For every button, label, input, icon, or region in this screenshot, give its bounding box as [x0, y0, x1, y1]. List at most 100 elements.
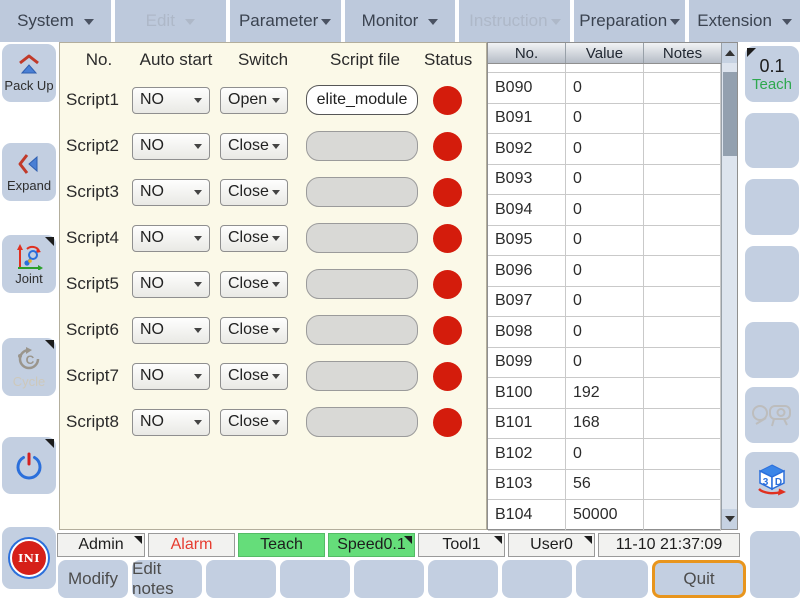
- table-row[interactable]: B104 50000: [488, 500, 737, 531]
- right-sidebar-button-blank-1[interactable]: [745, 113, 799, 168]
- bottom-button-blank-5[interactable]: [502, 560, 572, 598]
- var-value: 0: [566, 286, 644, 317]
- auto-start-select[interactable]: NO: [132, 132, 210, 160]
- table-row[interactable]: B090 0: [488, 73, 737, 104]
- scroll-up-arrow[interactable]: [722, 43, 737, 63]
- menu-preparation[interactable]: Preparation: [574, 0, 686, 42]
- expand-button[interactable]: Expand: [2, 143, 56, 201]
- bottom-button-blank-3[interactable]: [354, 560, 424, 598]
- switch-select[interactable]: Close: [220, 270, 288, 298]
- chevron-down-icon: [272, 281, 280, 287]
- header-value: Value: [566, 43, 644, 63]
- switch-value: Close: [228, 275, 269, 292]
- table-row[interactable]: B091 0: [488, 103, 737, 134]
- table-row[interactable]: B100 192: [488, 378, 737, 409]
- cube-3d-icon: 3 D: [758, 464, 786, 496]
- var-no: B094: [488, 195, 566, 226]
- right-sidebar-button-blank-2[interactable]: [745, 179, 799, 235]
- triangle-up-icon: [724, 50, 735, 56]
- quit-button[interactable]: Quit: [652, 560, 746, 598]
- modify-button[interactable]: Modify: [58, 560, 128, 598]
- var-no: B090: [488, 73, 566, 104]
- speed-teach-button[interactable]: 0.1 Teach: [745, 46, 799, 102]
- script-file-field[interactable]: elite_module: [306, 85, 418, 115]
- switch-select[interactable]: Close: [220, 316, 288, 344]
- var-notes: [644, 286, 721, 317]
- auto-start-select[interactable]: NO: [132, 362, 210, 390]
- scrollbar-thumb[interactable]: [723, 72, 737, 156]
- table-row[interactable]: B102 0: [488, 439, 737, 470]
- var-no: B091: [488, 103, 566, 134]
- switch-select[interactable]: Close: [220, 408, 288, 436]
- menu-monitor[interactable]: Monitor: [344, 0, 456, 42]
- table-row[interactable]: B103 56: [488, 469, 737, 500]
- cycle-mode-button: C Cycle: [2, 338, 56, 396]
- edit-notes-button[interactable]: Edit notes: [132, 559, 202, 598]
- right-sidebar-button-blank-3[interactable]: [745, 246, 799, 302]
- auto-start-select[interactable]: NO: [132, 408, 210, 436]
- bottom-button-blank-2[interactable]: [280, 560, 350, 598]
- table-row[interactable]: B092 0: [488, 134, 737, 165]
- right-sidebar-button-blank-4[interactable]: [745, 322, 799, 378]
- table-row[interactable]: B095 0: [488, 225, 737, 256]
- switch-select[interactable]: Close: [220, 132, 288, 160]
- scroll-down-arrow[interactable]: [722, 509, 737, 529]
- bottom-button-blank-6[interactable]: [576, 560, 648, 598]
- speed-label: Speed0.1: [337, 536, 406, 553]
- status-dot: [432, 407, 462, 437]
- user-frame-label: User0: [530, 536, 573, 553]
- table-row[interactable]: B098 0: [488, 317, 737, 348]
- user-frame-status[interactable]: User0: [508, 533, 595, 557]
- script-file-value: elite_module: [316, 91, 408, 108]
- table-row[interactable]: B093 0: [488, 164, 737, 195]
- speed-status[interactable]: Speed0.1: [328, 533, 415, 557]
- switch-select[interactable]: Close: [220, 178, 288, 206]
- auto-start-value: NO: [140, 91, 164, 108]
- bottom-button-blank-7[interactable]: [750, 531, 800, 598]
- mode-status: Teach: [238, 533, 325, 557]
- menu-system[interactable]: System: [0, 0, 111, 42]
- auto-start-select[interactable]: NO: [132, 316, 210, 344]
- chevron-down-icon: [184, 19, 195, 25]
- menu-extension[interactable]: Extension: [689, 0, 800, 42]
- pack-up-button[interactable]: Pack Up: [2, 44, 56, 102]
- power-button[interactable]: [2, 437, 56, 494]
- tool-status[interactable]: Tool1: [418, 533, 505, 557]
- auto-start-select[interactable]: NO: [132, 270, 210, 298]
- switch-select[interactable]: Close: [220, 362, 288, 390]
- switch-select[interactable]: Open: [220, 86, 288, 114]
- script-row: Script1 NO Open elite_module: [60, 77, 486, 123]
- table-row[interactable]: B096 0: [488, 256, 737, 287]
- script-row: Script6 NO Close: [60, 307, 486, 353]
- menu-parameter[interactable]: Parameter: [229, 0, 341, 42]
- auto-start-value: NO: [140, 183, 164, 200]
- corner-mark: [747, 48, 756, 57]
- chevron-down-icon: [272, 97, 280, 103]
- ini-button[interactable]: INI: [2, 527, 56, 589]
- script-row: Script4 NO Close: [60, 215, 486, 261]
- view-3d-button[interactable]: 3 D: [745, 452, 799, 508]
- table-scrollbar[interactable]: [721, 43, 737, 529]
- auto-start-select[interactable]: NO: [132, 224, 210, 252]
- joint-mode-button[interactable]: Joint: [2, 235, 56, 293]
- bottom-button-blank-4[interactable]: [428, 560, 498, 598]
- bottom-button-blank-1[interactable]: [206, 560, 276, 598]
- auto-start-select[interactable]: NO: [132, 86, 210, 114]
- switch-select[interactable]: Close: [220, 224, 288, 252]
- user-level-status[interactable]: Admin: [57, 533, 145, 557]
- var-notes: [644, 195, 721, 226]
- menu-edit-label: Edit: [145, 11, 175, 30]
- quit-label: Quit: [683, 569, 715, 588]
- var-notes: [644, 134, 721, 165]
- script-monitor-panel: No. Auto start Switch Script file Status…: [59, 42, 487, 530]
- table-row[interactable]: B101 168: [488, 408, 737, 439]
- var-value: 50000: [566, 500, 644, 531]
- script-row-label: Script6: [66, 320, 119, 339]
- header-auto-start: Auto start: [139, 50, 213, 69]
- var-no: B100: [488, 378, 566, 409]
- table-row[interactable]: B094 0: [488, 195, 737, 226]
- auto-start-select[interactable]: NO: [132, 178, 210, 206]
- table-row[interactable]: B097 0: [488, 286, 737, 317]
- table-row[interactable]: B099 0: [488, 347, 737, 378]
- expand-label: Expand: [6, 178, 52, 193]
